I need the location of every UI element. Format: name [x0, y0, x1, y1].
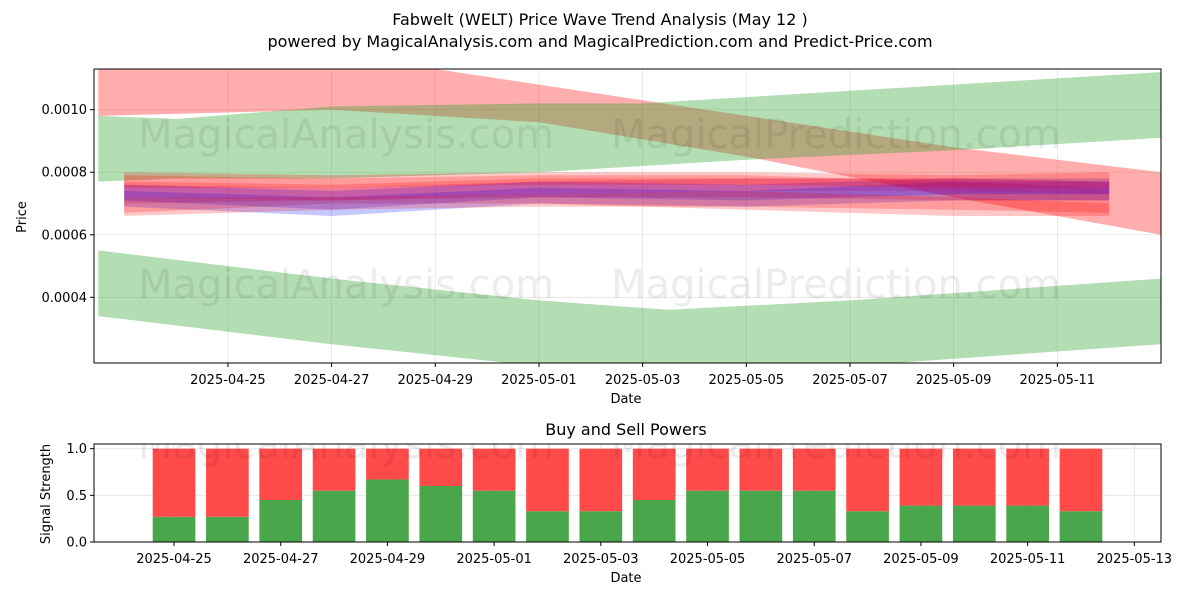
- price-x-tick-label: 2025-05-03: [605, 373, 681, 388]
- price-x-tick-label: 2025-04-29: [397, 373, 473, 388]
- price-wave-band-1: [98, 69, 1161, 235]
- signal-plot-frame: [93, 443, 1162, 543]
- buy-power-bar: [259, 500, 303, 542]
- chart-title: Fabwelt (WELT) Price Wave Trend Analysis…: [392, 10, 808, 29]
- signal-x-tick-label: 2025-05-13: [1097, 552, 1173, 567]
- buy-power-bar: [1059, 511, 1103, 542]
- buy-power-bar: [152, 516, 196, 542]
- price-panel: MagicalAnalysis.com MagicalPrediction.com…: [42, 68, 1162, 388]
- price-y-tick-label: 0.0006: [42, 228, 88, 243]
- price-x-axis-label: Date: [610, 392, 641, 407]
- signal-panel-title: Buy and Sell Powers: [545, 420, 707, 439]
- price-y-tick-label: 0.0004: [42, 291, 88, 306]
- buy-power-bar: [1006, 505, 1049, 542]
- buy-power-bar: [792, 490, 836, 542]
- signal-x-tick-label: 2025-04-29: [350, 552, 426, 567]
- price-trend-band-4: [124, 178, 1110, 210]
- price-x-tick-label: 2025-04-25: [190, 373, 266, 388]
- price-plot-area: MagicalAnalysis.com MagicalPrediction.com…: [94, 69, 1161, 363]
- price-x-tick-label: 2025-05-07: [812, 373, 888, 388]
- signal-x-axis-label: Date: [610, 571, 641, 586]
- signal-x-tick-label: 2025-05-03: [563, 552, 639, 567]
- price-y-tick-label: 0.0008: [42, 166, 88, 181]
- price-x-tick-label: 2025-05-11: [1020, 373, 1096, 388]
- buy-power-bar: [312, 490, 356, 542]
- buy-power-bar: [899, 505, 943, 542]
- sell-power-bar: [206, 448, 249, 517]
- signal-x-tick-label: 2025-05-01: [456, 552, 532, 567]
- signal-x-tick-label: 2025-05-09: [883, 552, 959, 567]
- price-trend-band-1: [124, 175, 1110, 216]
- sell-power-bar: [259, 448, 303, 500]
- chart-subtitle: powered by MagicalAnalysis.com and Magic…: [267, 32, 932, 51]
- buy-power-bar: [739, 490, 783, 542]
- price-x-tick-label: 2025-04-27: [294, 373, 370, 388]
- sell-power-bar: [579, 448, 623, 512]
- signal-x-tick-label: 2025-04-27: [243, 552, 319, 567]
- price-wave-band-2: [98, 72, 1161, 182]
- price-trend-band-6: [124, 172, 1110, 188]
- buy-power-bar: [526, 511, 569, 542]
- price-x-tick-label: 2025-05-01: [501, 373, 577, 388]
- buy-power-bar: [419, 486, 463, 542]
- price-trend-band-3: [124, 181, 1110, 216]
- watermark-text: MagicalAnalysis.com: [138, 262, 554, 308]
- sell-power-bar: [899, 448, 943, 506]
- sell-power-bar: [472, 448, 516, 491]
- sell-power-bar: [152, 448, 196, 517]
- buy-power-bar: [632, 500, 676, 542]
- buy-power-bar: [952, 505, 996, 542]
- watermark-text: MagicalPrediction.com: [611, 422, 1061, 468]
- price-x-tick-label: 2025-05-09: [916, 373, 992, 388]
- signal-x-tick-label: 2025-05-11: [990, 552, 1066, 567]
- signal-panel: MagicalAnalysis.com MagicalPrediction.com…: [66, 422, 1173, 567]
- buy-power-bar: [579, 511, 623, 542]
- buy-power-bar: [366, 479, 409, 542]
- sell-power-bar: [1059, 448, 1103, 512]
- price-wave-band-3: [98, 250, 1161, 363]
- watermark-text: MagicalAnalysis.com: [138, 112, 554, 158]
- signal-y-axis-label: Signal Strength: [39, 444, 54, 544]
- signal-x-tick-label: 2025-04-25: [136, 552, 212, 567]
- sell-power-bar: [792, 448, 836, 491]
- buy-power-bar: [686, 490, 729, 542]
- sell-power-bar: [419, 448, 463, 486]
- price-y-tick-label: 0.0010: [42, 103, 88, 118]
- price-plot-frame: [93, 68, 1162, 364]
- watermark-text: MagicalPrediction.com: [611, 262, 1061, 308]
- signal-plot-area: MagicalAnalysis.com MagicalPrediction.com: [94, 422, 1161, 542]
- buy-power-bar: [472, 490, 516, 542]
- sell-power-bar: [952, 448, 996, 506]
- signal-y-tick-label: 0.5: [66, 489, 87, 504]
- signal-y-tick-label: 1.0: [66, 442, 87, 457]
- sell-power-bar: [1006, 448, 1049, 506]
- sell-power-bar: [526, 448, 569, 512]
- watermark-text: MagicalPrediction.com: [611, 112, 1061, 158]
- signal-y-tick-label: 0.0: [66, 536, 87, 551]
- signal-x-tick-label: 2025-05-07: [776, 552, 852, 567]
- sell-power-bar: [686, 448, 729, 491]
- price-trend-band-2: [124, 178, 1110, 204]
- price-y-axis-label: Price: [15, 201, 30, 233]
- sell-power-bar: [739, 448, 783, 491]
- sell-power-bar: [366, 448, 409, 480]
- signal-x-tick-label: 2025-05-05: [670, 552, 746, 567]
- watermark-text: MagicalAnalysis.com: [138, 422, 554, 468]
- buy-power-bar: [206, 516, 249, 542]
- price-x-tick-label: 2025-05-05: [709, 373, 785, 388]
- price-trend-band-5: [124, 178, 1110, 201]
- sell-power-bar: [632, 448, 676, 500]
- sell-power-bar: [312, 448, 356, 491]
- sell-power-bar: [846, 448, 889, 512]
- price-trend-band-7: [124, 191, 1110, 216]
- buy-power-bar: [846, 511, 889, 542]
